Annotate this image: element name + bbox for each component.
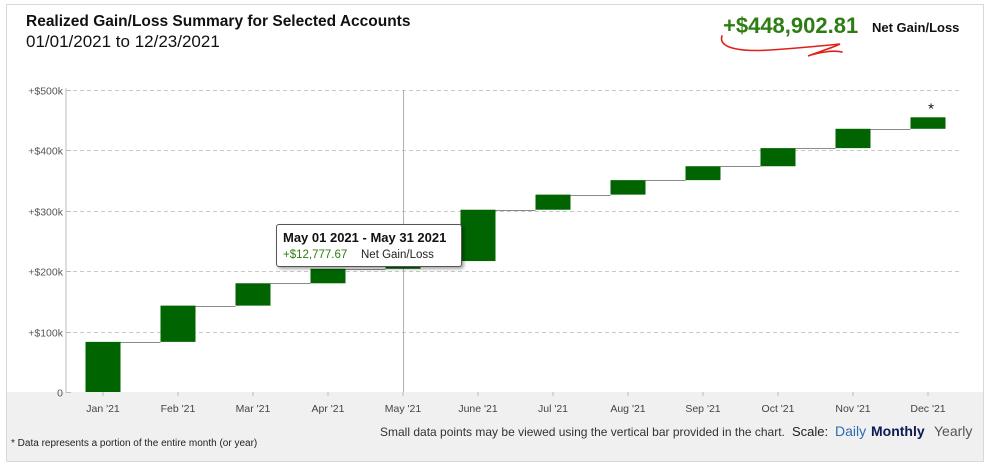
y-tick-label: +$300k <box>28 207 63 219</box>
x-tick-label: Aug '21 <box>610 403 645 415</box>
chart-tooltip: May 01 2021 - May 31 2021 +$12,777.67 Ne… <box>276 224 462 267</box>
x-tick-label: Apr '21 <box>312 403 345 415</box>
bar <box>160 305 196 342</box>
bar <box>685 166 721 181</box>
x-tick-label: Jan '21 <box>86 403 120 415</box>
y-tick-label: +$400k <box>28 146 63 158</box>
bar <box>610 180 646 195</box>
x-tick-label: Sep '21 <box>685 403 720 415</box>
net-gain-total: +$448,902.81 <box>723 13 859 38</box>
date-range: 01/01/2021 to 12/23/2021 <box>26 32 220 51</box>
tooltip-value: +$12,777.67 <box>283 249 348 261</box>
chart-footer-band <box>7 392 983 461</box>
bar <box>235 283 271 306</box>
y-tick-label: +$200k <box>28 267 63 279</box>
scale-yearly-link[interactable]: Yearly <box>934 423 973 439</box>
bar <box>85 341 121 392</box>
tooltip-title: May 01 2021 - May 31 2021 <box>283 230 447 245</box>
red-underline-annotation <box>720 35 843 57</box>
scale-label: Scale: <box>792 424 829 439</box>
y-tick-label: 0 <box>57 388 63 400</box>
net-gain-label: Net Gain/Loss <box>872 20 960 35</box>
help-text: Small data points may be viewed using th… <box>380 425 785 439</box>
chart-title: Realized Gain/Loss Summary for Selected … <box>26 13 411 30</box>
x-tick-label: Mar '21 <box>236 403 271 415</box>
bar <box>310 268 346 284</box>
scale-daily-link[interactable]: Daily <box>835 423 867 439</box>
bar <box>835 128 871 149</box>
x-tick-label: Oct '21 <box>762 403 795 415</box>
bar <box>760 148 796 167</box>
x-tick-label: Dec '21 <box>910 403 945 415</box>
bar <box>460 209 496 262</box>
y-tick-label: +$500k <box>28 86 63 98</box>
y-tick-label: +$100k <box>28 328 63 340</box>
bar <box>910 117 946 129</box>
x-tick-label: Nov '21 <box>835 403 870 415</box>
tooltip-label: Net Gain/Loss <box>361 249 434 261</box>
x-tick-label: Feb '21 <box>161 403 196 415</box>
scale-monthly-link[interactable]: Monthly <box>871 423 925 439</box>
partial-data-marker: * <box>928 100 934 117</box>
bar <box>535 194 571 210</box>
x-tick-label: June '21 <box>458 403 498 415</box>
footnote: * Data represents a portion of the entir… <box>11 438 258 449</box>
x-tick-label: Jul '21 <box>538 403 568 415</box>
x-tick-label: May '21 <box>385 403 422 415</box>
